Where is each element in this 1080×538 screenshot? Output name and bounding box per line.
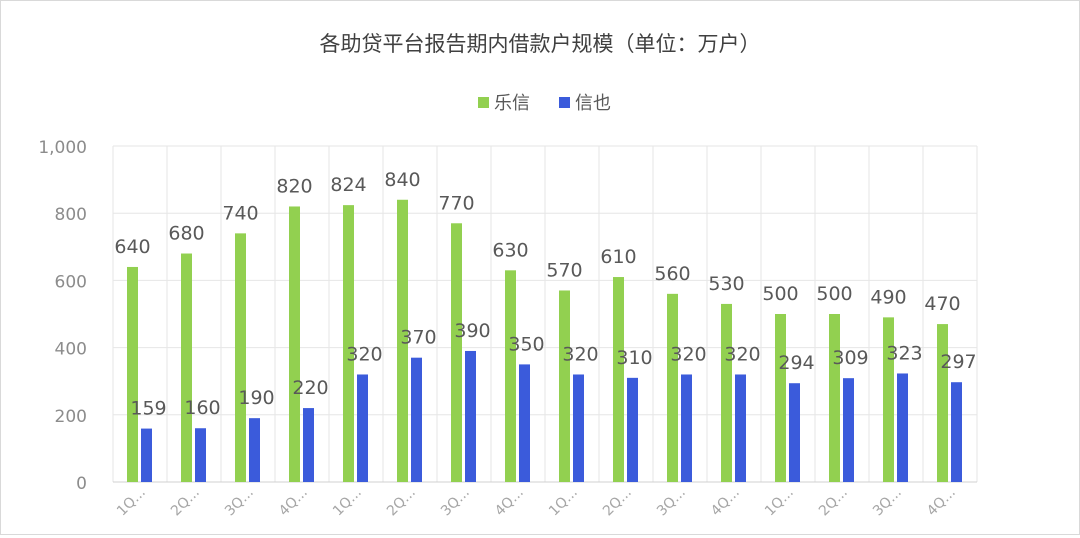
data-label: 350 bbox=[508, 333, 544, 355]
bar-lexin bbox=[397, 199, 408, 482]
bar-xinye bbox=[573, 374, 584, 482]
bar-lexin bbox=[343, 205, 354, 483]
bar-lexin bbox=[289, 206, 300, 483]
data-label: 309 bbox=[832, 347, 868, 369]
data-label: 370 bbox=[400, 327, 436, 349]
bar-xinye bbox=[303, 408, 314, 482]
data-label: 530 bbox=[708, 273, 744, 295]
bar-xinye bbox=[951, 382, 962, 482]
legend-label: 信也 bbox=[575, 93, 611, 114]
bar-xinye bbox=[249, 418, 260, 482]
bar-xinye bbox=[897, 373, 908, 482]
data-label: 560 bbox=[654, 263, 690, 285]
bar-lexin bbox=[181, 253, 192, 482]
bar-xinye bbox=[681, 374, 692, 482]
legend-label: 乐信 bbox=[494, 93, 530, 114]
data-label: 610 bbox=[600, 246, 636, 268]
bar-lexin bbox=[829, 314, 840, 482]
data-label: 640 bbox=[114, 236, 150, 258]
x-tick-label: 1Q... bbox=[762, 485, 797, 520]
y-tick-label: 200 bbox=[55, 407, 87, 427]
data-label: 770 bbox=[438, 192, 474, 214]
bar-lexin bbox=[721, 303, 732, 482]
data-label: 630 bbox=[492, 239, 528, 261]
data-label: 294 bbox=[778, 352, 814, 374]
legend-swatch bbox=[559, 97, 570, 108]
data-label: 297 bbox=[940, 351, 976, 373]
data-label: 490 bbox=[870, 286, 906, 308]
x-tick-label: 1Q... bbox=[546, 485, 581, 520]
data-label: 160 bbox=[184, 397, 220, 419]
data-label: 500 bbox=[816, 283, 852, 305]
x-tick-label: 1Q... bbox=[114, 485, 149, 520]
bar-lexin bbox=[451, 223, 462, 482]
y-axis: 0 200 400 600 800 1,000 bbox=[38, 138, 87, 494]
bar-lexin bbox=[775, 314, 786, 482]
data-label: 390 bbox=[454, 320, 490, 342]
y-tick-label: 1,000 bbox=[38, 138, 87, 158]
data-label: 824 bbox=[330, 174, 366, 196]
chart-title: 各助贷平台报告期内借款户规模（单位：万户） bbox=[320, 32, 761, 56]
y-tick-label: 400 bbox=[55, 340, 87, 360]
bar-lexin bbox=[127, 266, 138, 482]
x-axis: 1Q... 2Q... 3Q... 4Q... 1Q... 2Q... 3Q... 4Q...… bbox=[114, 485, 959, 520]
data-label: 159 bbox=[130, 398, 166, 420]
y-tick-label: 600 bbox=[55, 272, 87, 292]
y-tick-label: 800 bbox=[55, 205, 87, 225]
x-tick-label: 2Q... bbox=[816, 485, 851, 520]
bar-xinye bbox=[519, 364, 530, 482]
bar-xinye bbox=[789, 383, 800, 482]
bar-lexin bbox=[559, 290, 570, 482]
data-label: 680 bbox=[168, 223, 204, 245]
data-label: 500 bbox=[762, 283, 798, 305]
x-tick-label: 3Q... bbox=[654, 485, 689, 520]
x-tick-label: 2Q... bbox=[168, 485, 203, 520]
data-labels: 640 680 740 820 824 840 770 630 570 610 560 530 500 5… bbox=[114, 169, 976, 420]
x-tick-label: 3Q... bbox=[438, 485, 473, 520]
data-label: 320 bbox=[724, 343, 760, 365]
bar-xinye bbox=[195, 428, 206, 482]
x-tick-label: 2Q... bbox=[384, 485, 419, 520]
legend: 乐信 信也 bbox=[478, 93, 611, 114]
x-tick-label: 4Q... bbox=[708, 485, 743, 520]
bar-lexin bbox=[937, 324, 948, 482]
bar-xinye bbox=[357, 374, 368, 482]
bars bbox=[127, 199, 962, 483]
bar-xinye bbox=[465, 350, 476, 482]
y-tick-label: 0 bbox=[76, 474, 87, 494]
x-tick-label: 4Q... bbox=[924, 485, 959, 520]
data-label: 320 bbox=[346, 343, 382, 365]
legend-swatch bbox=[478, 97, 489, 108]
data-label: 190 bbox=[238, 387, 274, 409]
data-label: 820 bbox=[276, 175, 312, 197]
bar-lexin bbox=[505, 270, 516, 482]
data-label: 323 bbox=[886, 342, 922, 364]
data-label: 740 bbox=[222, 202, 258, 224]
data-label: 570 bbox=[546, 259, 582, 281]
x-tick-label: 3Q... bbox=[870, 485, 905, 520]
data-label: 320 bbox=[670, 343, 706, 365]
bar-xinye bbox=[141, 428, 152, 482]
bar-lexin bbox=[235, 233, 246, 482]
x-tick-label: 1Q... bbox=[330, 485, 365, 520]
data-label: 220 bbox=[292, 377, 328, 399]
x-tick-label: 2Q... bbox=[600, 485, 635, 520]
bar-xinye bbox=[843, 378, 854, 482]
data-label: 320 bbox=[562, 343, 598, 365]
bar-xinye bbox=[735, 374, 746, 482]
bar-lexin bbox=[667, 293, 678, 482]
x-tick-label: 3Q... bbox=[222, 485, 257, 520]
x-tick-label: 4Q... bbox=[276, 485, 311, 520]
bar-lexin bbox=[613, 277, 624, 482]
bar-xinye bbox=[411, 357, 422, 482]
data-label: 310 bbox=[616, 347, 652, 369]
data-label: 470 bbox=[924, 293, 960, 315]
bar-xinye bbox=[627, 377, 638, 482]
x-tick-label: 4Q... bbox=[492, 485, 527, 520]
bar-lexin bbox=[883, 317, 894, 482]
data-label: 840 bbox=[384, 169, 420, 191]
